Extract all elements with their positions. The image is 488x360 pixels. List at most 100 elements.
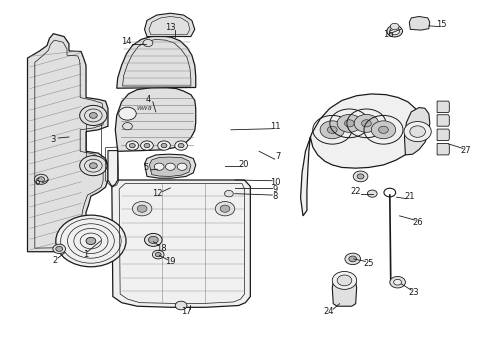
Circle shape	[132, 202, 152, 216]
Polygon shape	[300, 94, 422, 216]
Circle shape	[336, 114, 361, 132]
Circle shape	[144, 143, 150, 148]
Polygon shape	[331, 280, 356, 306]
Text: 9: 9	[272, 185, 277, 194]
Circle shape	[34, 174, 48, 184]
Circle shape	[393, 279, 401, 285]
Circle shape	[80, 156, 107, 176]
Circle shape	[154, 163, 163, 170]
Circle shape	[144, 233, 162, 246]
Polygon shape	[115, 87, 195, 151]
Text: 2: 2	[53, 256, 58, 265]
Circle shape	[80, 105, 107, 126]
Circle shape	[119, 107, 136, 120]
Circle shape	[224, 190, 233, 197]
Polygon shape	[112, 180, 250, 307]
Text: 3: 3	[51, 135, 56, 144]
Circle shape	[220, 205, 229, 212]
Text: 27: 27	[460, 146, 470, 155]
Circle shape	[143, 40, 153, 46]
Circle shape	[56, 246, 62, 251]
Polygon shape	[404, 108, 429, 155]
Circle shape	[389, 276, 405, 288]
Text: 10: 10	[269, 177, 280, 186]
Text: 13: 13	[165, 23, 175, 32]
Text: 17: 17	[180, 307, 191, 316]
Circle shape	[129, 143, 135, 148]
Text: 26: 26	[412, 218, 423, 227]
Text: wwa: wwa	[136, 105, 152, 111]
Circle shape	[344, 253, 360, 265]
Text: 23: 23	[408, 288, 419, 297]
Circle shape	[175, 301, 186, 310]
Polygon shape	[108, 150, 118, 186]
Circle shape	[152, 250, 163, 259]
Circle shape	[386, 26, 402, 37]
Text: 12: 12	[152, 189, 163, 198]
Polygon shape	[408, 17, 429, 30]
Circle shape	[389, 23, 398, 30]
Circle shape	[344, 120, 353, 127]
Text: 25: 25	[363, 259, 373, 268]
Circle shape	[370, 121, 395, 139]
Circle shape	[389, 28, 399, 35]
Polygon shape	[144, 154, 195, 178]
Circle shape	[86, 237, 96, 244]
Circle shape	[158, 141, 170, 150]
Circle shape	[336, 275, 351, 286]
Text: 19: 19	[165, 257, 175, 266]
Circle shape	[331, 271, 356, 289]
Polygon shape	[436, 129, 448, 140]
Circle shape	[53, 244, 65, 253]
Circle shape	[178, 143, 183, 148]
Circle shape	[174, 141, 187, 150]
Circle shape	[165, 163, 175, 170]
Polygon shape	[144, 13, 194, 37]
Polygon shape	[436, 143, 448, 155]
Text: 5: 5	[143, 163, 148, 172]
Polygon shape	[117, 36, 195, 88]
Circle shape	[366, 190, 376, 197]
Circle shape	[89, 163, 97, 168]
Circle shape	[161, 143, 166, 148]
Polygon shape	[27, 34, 108, 252]
Circle shape	[56, 215, 126, 267]
Circle shape	[409, 126, 425, 137]
Circle shape	[148, 236, 158, 243]
Polygon shape	[436, 101, 448, 113]
Text: 4: 4	[145, 95, 150, 104]
Text: 14: 14	[121, 37, 131, 46]
Circle shape	[320, 121, 344, 139]
Circle shape	[378, 126, 387, 134]
Text: 20: 20	[238, 160, 248, 169]
Circle shape	[177, 163, 186, 170]
Circle shape	[155, 252, 161, 257]
Circle shape	[361, 120, 370, 127]
Text: 8: 8	[272, 192, 277, 201]
Text: 24: 24	[323, 307, 333, 316]
Text: 7: 7	[274, 152, 280, 161]
Polygon shape	[149, 157, 190, 176]
Circle shape	[353, 114, 378, 132]
Text: 6: 6	[35, 178, 40, 187]
Text: 21: 21	[403, 192, 414, 201]
Circle shape	[122, 123, 132, 130]
Circle shape	[352, 171, 367, 182]
Polygon shape	[436, 115, 448, 126]
Circle shape	[356, 174, 363, 179]
Circle shape	[403, 122, 430, 141]
Text: 16: 16	[382, 30, 393, 39]
Text: 1: 1	[83, 250, 88, 259]
Circle shape	[38, 177, 44, 182]
Circle shape	[89, 113, 97, 118]
Circle shape	[215, 202, 234, 216]
Circle shape	[137, 205, 147, 212]
Circle shape	[348, 256, 356, 262]
Text: 11: 11	[269, 122, 280, 131]
Text: 18: 18	[156, 244, 166, 253]
Circle shape	[327, 126, 336, 134]
Circle shape	[141, 141, 153, 150]
Text: 15: 15	[435, 20, 446, 29]
Text: 22: 22	[350, 187, 360, 196]
Circle shape	[126, 141, 139, 150]
